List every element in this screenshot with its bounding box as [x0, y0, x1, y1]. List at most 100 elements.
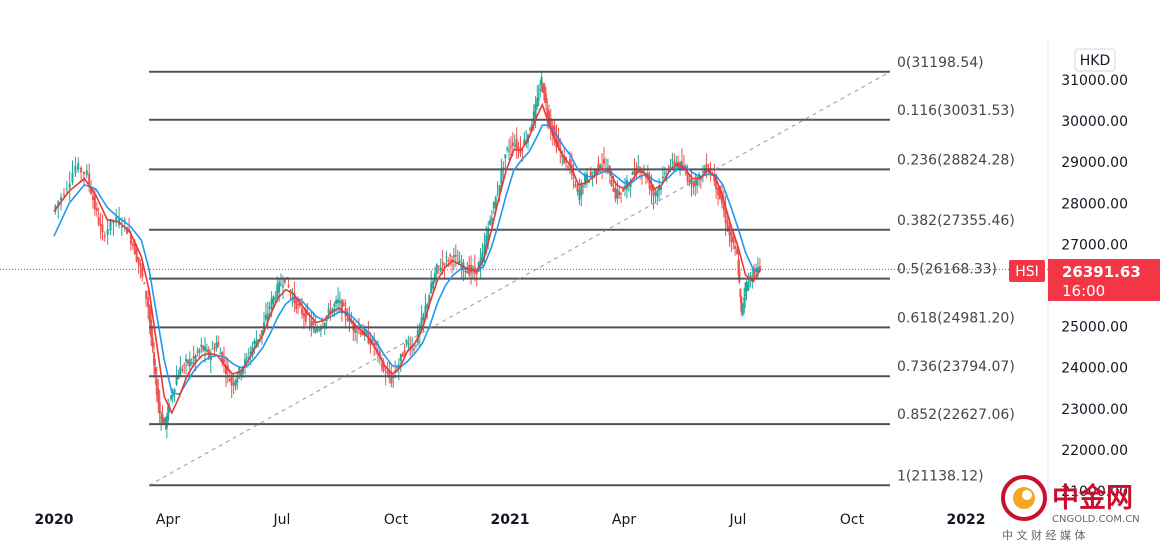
candle-body — [540, 77, 543, 86]
candle-body — [369, 339, 372, 346]
candle-body — [537, 97, 540, 100]
candle-body — [304, 309, 307, 322]
fib-level-label: 0.736(23794.07) — [897, 359, 1015, 375]
candle-body — [225, 367, 227, 374]
candle-body — [129, 234, 132, 245]
candle-body — [68, 183, 71, 189]
candle-body — [255, 340, 258, 348]
candle-body — [137, 257, 140, 264]
candle-body — [593, 169, 596, 174]
candle-body — [223, 359, 225, 362]
price-axis[interactable]: 31000.00 30000.00 29000.00 28000.00 27000.00… — [1061, 73, 1128, 500]
fib-trend-line[interactable] — [148, 71, 891, 486]
candle-body — [302, 313, 305, 317]
candle-body — [580, 183, 583, 196]
candle-body — [249, 352, 252, 355]
candle-body — [502, 167, 505, 169]
candle-body — [648, 176, 651, 189]
candle-body — [148, 305, 151, 323]
fib-level-label: 0.116(30031.53) — [897, 103, 1015, 119]
candle-body — [618, 191, 621, 196]
candle-body — [382, 361, 385, 372]
candle-body — [310, 320, 313, 327]
candle-body — [190, 362, 193, 364]
candle-body — [494, 197, 497, 209]
last-price-tag[interactable]: 26391.63 16:00 — [1048, 259, 1160, 301]
candle-body — [430, 283, 433, 294]
candle-body — [492, 202, 495, 209]
candle-body — [365, 332, 368, 334]
fib-level-label: 0.5(26168.33) — [897, 262, 997, 278]
candle-body — [496, 193, 499, 195]
candle-body — [373, 342, 376, 346]
candle-body — [464, 271, 467, 272]
candle-body — [534, 104, 537, 119]
y-tick-label: 25000.00 — [1061, 320, 1128, 336]
candle-body — [449, 254, 452, 257]
candle-body — [673, 161, 676, 166]
candle-body — [513, 145, 516, 146]
candle-body — [323, 323, 326, 328]
candle-body — [266, 313, 269, 321]
candle-body — [745, 282, 748, 293]
candle-body — [726, 220, 729, 232]
time-axis[interactable]: 2020 Apr Jul Oct 2021 Apr Jul Oct 2022 — [35, 512, 986, 528]
candle-body — [380, 364, 383, 368]
candle-body — [219, 353, 222, 355]
watermark-brand: 中金网 — [1052, 482, 1133, 514]
candle-body — [179, 367, 182, 376]
candle-body — [758, 266, 761, 270]
candle-body — [272, 296, 275, 304]
candle-body — [539, 89, 542, 90]
candle-body — [734, 246, 737, 249]
candle-body — [568, 159, 571, 165]
currency-label: HKD — [1080, 53, 1111, 69]
candle-body — [376, 348, 379, 350]
candle-body — [327, 308, 330, 313]
symbol-badge[interactable]: HSI — [1009, 260, 1045, 282]
candle-body — [135, 249, 138, 262]
candle-body — [543, 84, 546, 101]
candle-body — [131, 243, 134, 246]
candle-body — [333, 304, 336, 307]
candle-body — [742, 304, 745, 306]
candle-body — [342, 303, 345, 306]
candle-body — [60, 197, 63, 201]
candle-body — [485, 235, 488, 252]
candle-body — [589, 171, 592, 176]
candle-body — [88, 173, 91, 184]
candle-body — [724, 208, 727, 224]
candle-body — [690, 178, 693, 184]
candle-body — [120, 226, 123, 228]
candle-body — [185, 358, 188, 362]
candle-body — [498, 184, 501, 194]
candle-body — [629, 183, 632, 187]
candle-body — [736, 248, 739, 255]
candle-body — [739, 288, 742, 297]
fib-level-label: 1(21138.12) — [897, 468, 984, 484]
candle-body — [637, 166, 640, 168]
candle-body — [549, 118, 552, 129]
candle-body — [274, 298, 277, 300]
candle-body — [663, 173, 666, 174]
candle-body — [601, 165, 604, 167]
candle-body — [337, 299, 340, 304]
y-tick-label: 23000.00 — [1061, 402, 1128, 418]
candle-body — [603, 159, 605, 164]
candle-body — [521, 150, 524, 152]
currency-badge[interactable]: HKD — [1074, 48, 1116, 72]
candle-body — [401, 353, 404, 357]
candle-body — [123, 219, 126, 222]
candle-body — [445, 256, 448, 258]
candle-body — [63, 194, 65, 196]
candle-body — [99, 224, 102, 227]
candle-body — [523, 139, 526, 145]
candle-body — [217, 342, 220, 347]
candle-body — [335, 300, 338, 304]
candle-body — [705, 164, 708, 172]
candle-body — [161, 414, 164, 423]
candle-body — [684, 171, 687, 174]
candle-body — [536, 98, 539, 107]
candle-body — [270, 298, 273, 310]
